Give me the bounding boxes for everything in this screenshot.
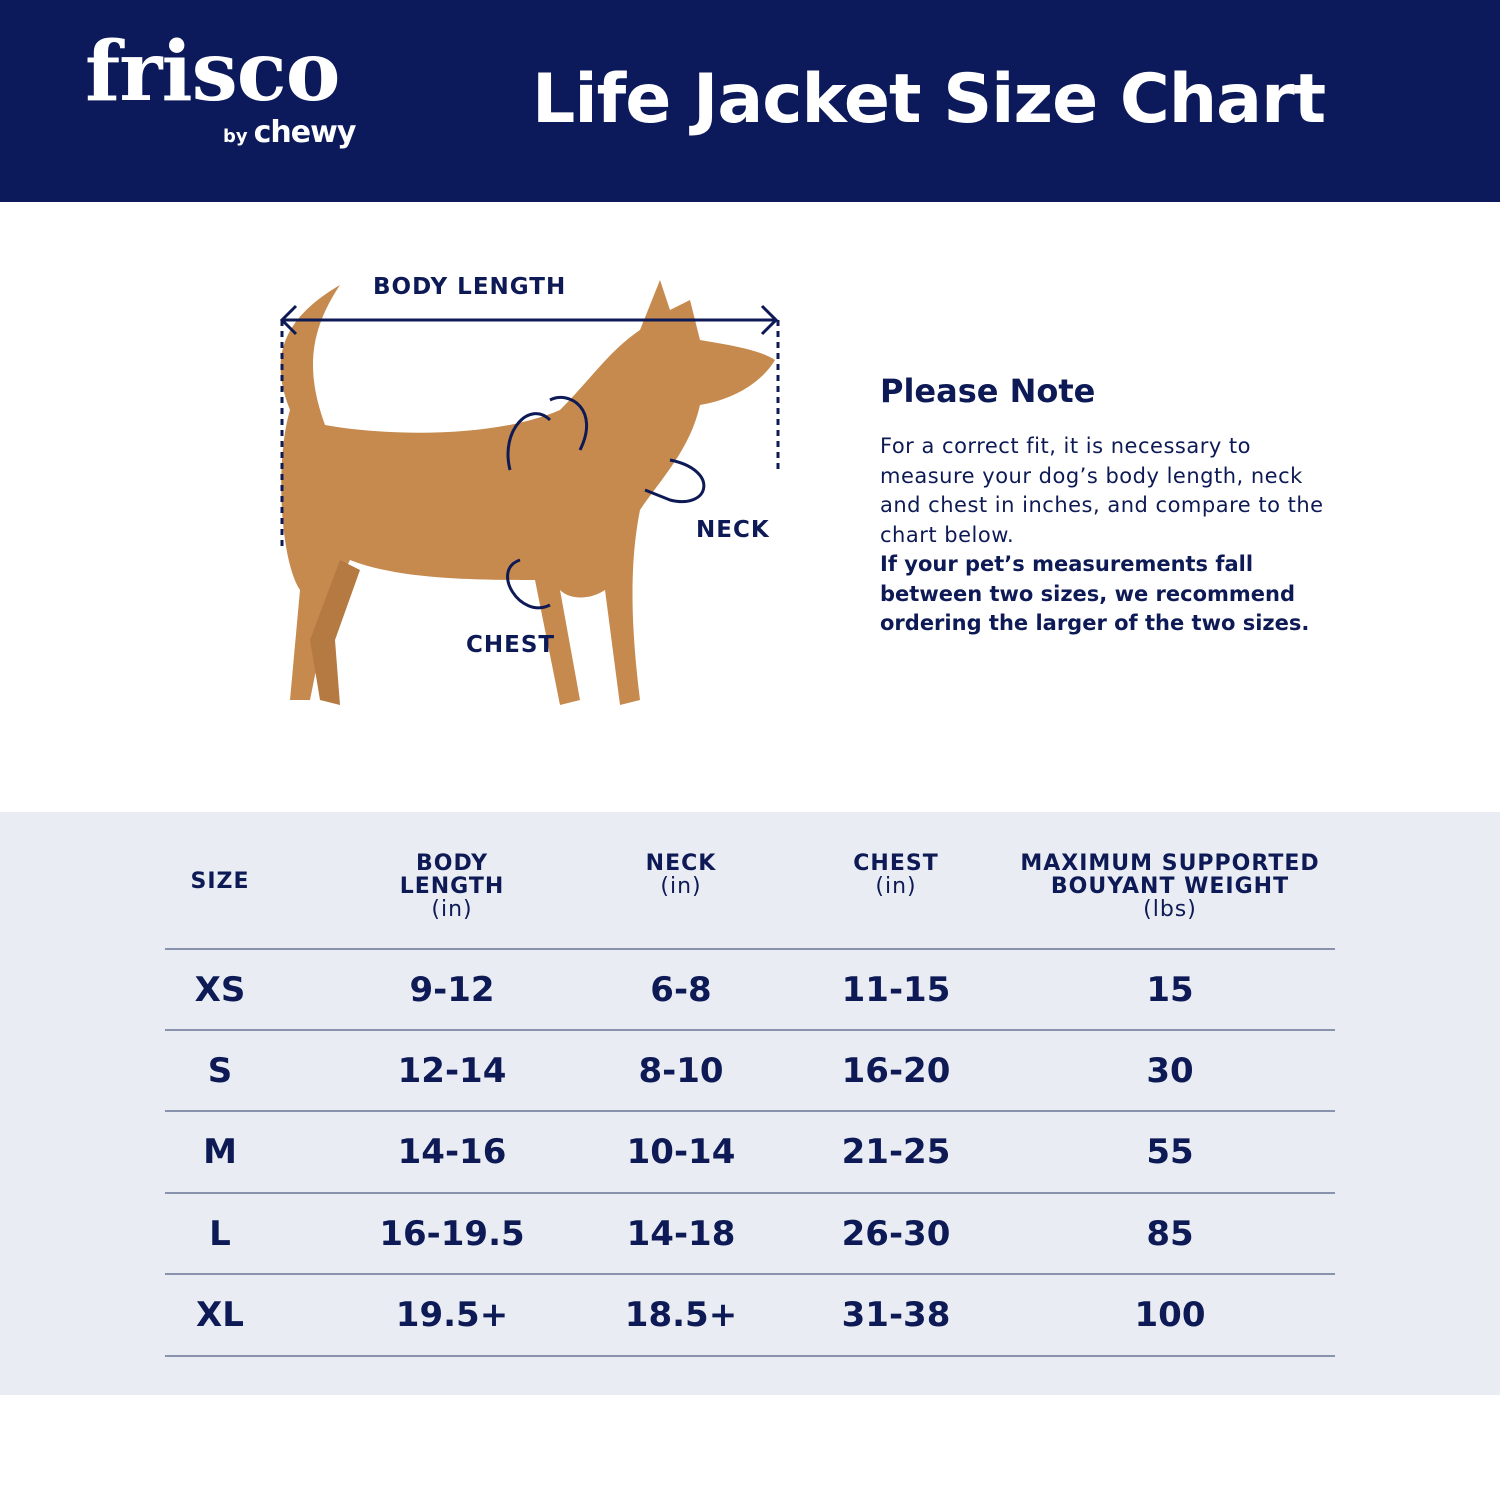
column-header: BODY LENGTH (in) bbox=[377, 852, 527, 921]
header-unit: (in) bbox=[660, 874, 702, 899]
column-header: MAXIMUM SUPPORTED BOUYANT WEIGHT (lbs) bbox=[1000, 852, 1340, 921]
table-cell: 12-14 bbox=[397, 1050, 507, 1091]
table-cell: 9-12 bbox=[409, 969, 495, 1010]
row-divider bbox=[165, 948, 1335, 950]
dog-illustration bbox=[280, 280, 775, 705]
note-heading: Please Note bbox=[880, 372, 1096, 410]
header-unit: (in) bbox=[875, 874, 917, 899]
table-cell: 8-10 bbox=[638, 1050, 724, 1091]
header-unit: (lbs) bbox=[1143, 897, 1197, 922]
size-cell: XL bbox=[196, 1295, 244, 1335]
size-table bbox=[0, 812, 1500, 1395]
row-divider bbox=[165, 1192, 1335, 1194]
page-title: Life Jacket Size Chart bbox=[532, 60, 1326, 139]
table-cell: 100 bbox=[1134, 1295, 1206, 1335]
table-cell: 11-15 bbox=[841, 969, 951, 1010]
frisco-logo: frisco by chewy bbox=[85, 24, 357, 154]
table-cell: 16-19.5 bbox=[379, 1213, 525, 1254]
please-note: Please Note For a correct fit, it is nec… bbox=[880, 372, 1350, 639]
body-length-label: BODY LENGTH bbox=[373, 274, 567, 300]
table-cell: 26-30 bbox=[841, 1213, 951, 1254]
row-divider bbox=[165, 1029, 1335, 1031]
table-cell: 21-25 bbox=[841, 1132, 951, 1172]
shoulder-arrow bbox=[506, 412, 552, 471]
size-cell: S bbox=[207, 1050, 233, 1091]
table-cell: 55 bbox=[1146, 1132, 1194, 1172]
header-unit: (in) bbox=[431, 897, 473, 922]
size-cell: L bbox=[209, 1213, 231, 1254]
logo-subline: by chewy bbox=[223, 115, 357, 154]
logo-chewy: chewy bbox=[253, 115, 357, 150]
neck-arrow bbox=[644, 458, 706, 504]
row-divider bbox=[165, 1355, 1335, 1357]
header-label: MAXIMUM SUPPORTED BOUYANT WEIGHT bbox=[1020, 851, 1320, 899]
header-label: CHEST bbox=[853, 851, 939, 876]
column-header: CHEST (in) bbox=[853, 852, 938, 898]
table-cell: 6-8 bbox=[650, 969, 712, 1010]
header-banner: frisco by chewy Life Jacket Size Chart bbox=[0, 0, 1500, 202]
note-emphasis: If your pet’s measurements fall between … bbox=[880, 552, 1310, 635]
logo-by: by bbox=[223, 126, 248, 147]
table-cell: 14-18 bbox=[626, 1213, 736, 1254]
table-cell: 31-38 bbox=[841, 1295, 951, 1335]
size-cell: XS bbox=[194, 969, 246, 1010]
table-cell: 18.5+ bbox=[624, 1295, 738, 1335]
logo-wordmark: frisco bbox=[85, 24, 340, 120]
chest-arrow bbox=[506, 558, 551, 610]
column-header: SIZE bbox=[190, 870, 249, 893]
neck-label: NECK bbox=[696, 517, 770, 543]
dog-measurement-diagram bbox=[279, 280, 780, 705]
measurement-lines bbox=[279, 304, 780, 610]
table-cell: 16-20 bbox=[841, 1050, 951, 1091]
header-label: SIZE bbox=[190, 869, 250, 894]
row-divider bbox=[165, 1110, 1335, 1112]
table-cell: 30 bbox=[1146, 1050, 1194, 1091]
table-cell: 10-14 bbox=[626, 1132, 736, 1172]
chest-label: CHEST bbox=[466, 632, 556, 658]
table-cell: 19.5+ bbox=[395, 1295, 509, 1335]
size-cell: M bbox=[203, 1132, 237, 1172]
table-cell: 14-16 bbox=[397, 1132, 507, 1172]
table-cell: 85 bbox=[1146, 1213, 1194, 1254]
row-divider bbox=[165, 1273, 1335, 1275]
table-cell: 15 bbox=[1146, 969, 1194, 1010]
header-label: NECK bbox=[645, 851, 717, 876]
header-label: BODY LENGTH bbox=[399, 851, 505, 899]
note-body: For a correct fit, it is necessary to me… bbox=[880, 434, 1324, 547]
column-header: NECK (in) bbox=[646, 852, 717, 898]
